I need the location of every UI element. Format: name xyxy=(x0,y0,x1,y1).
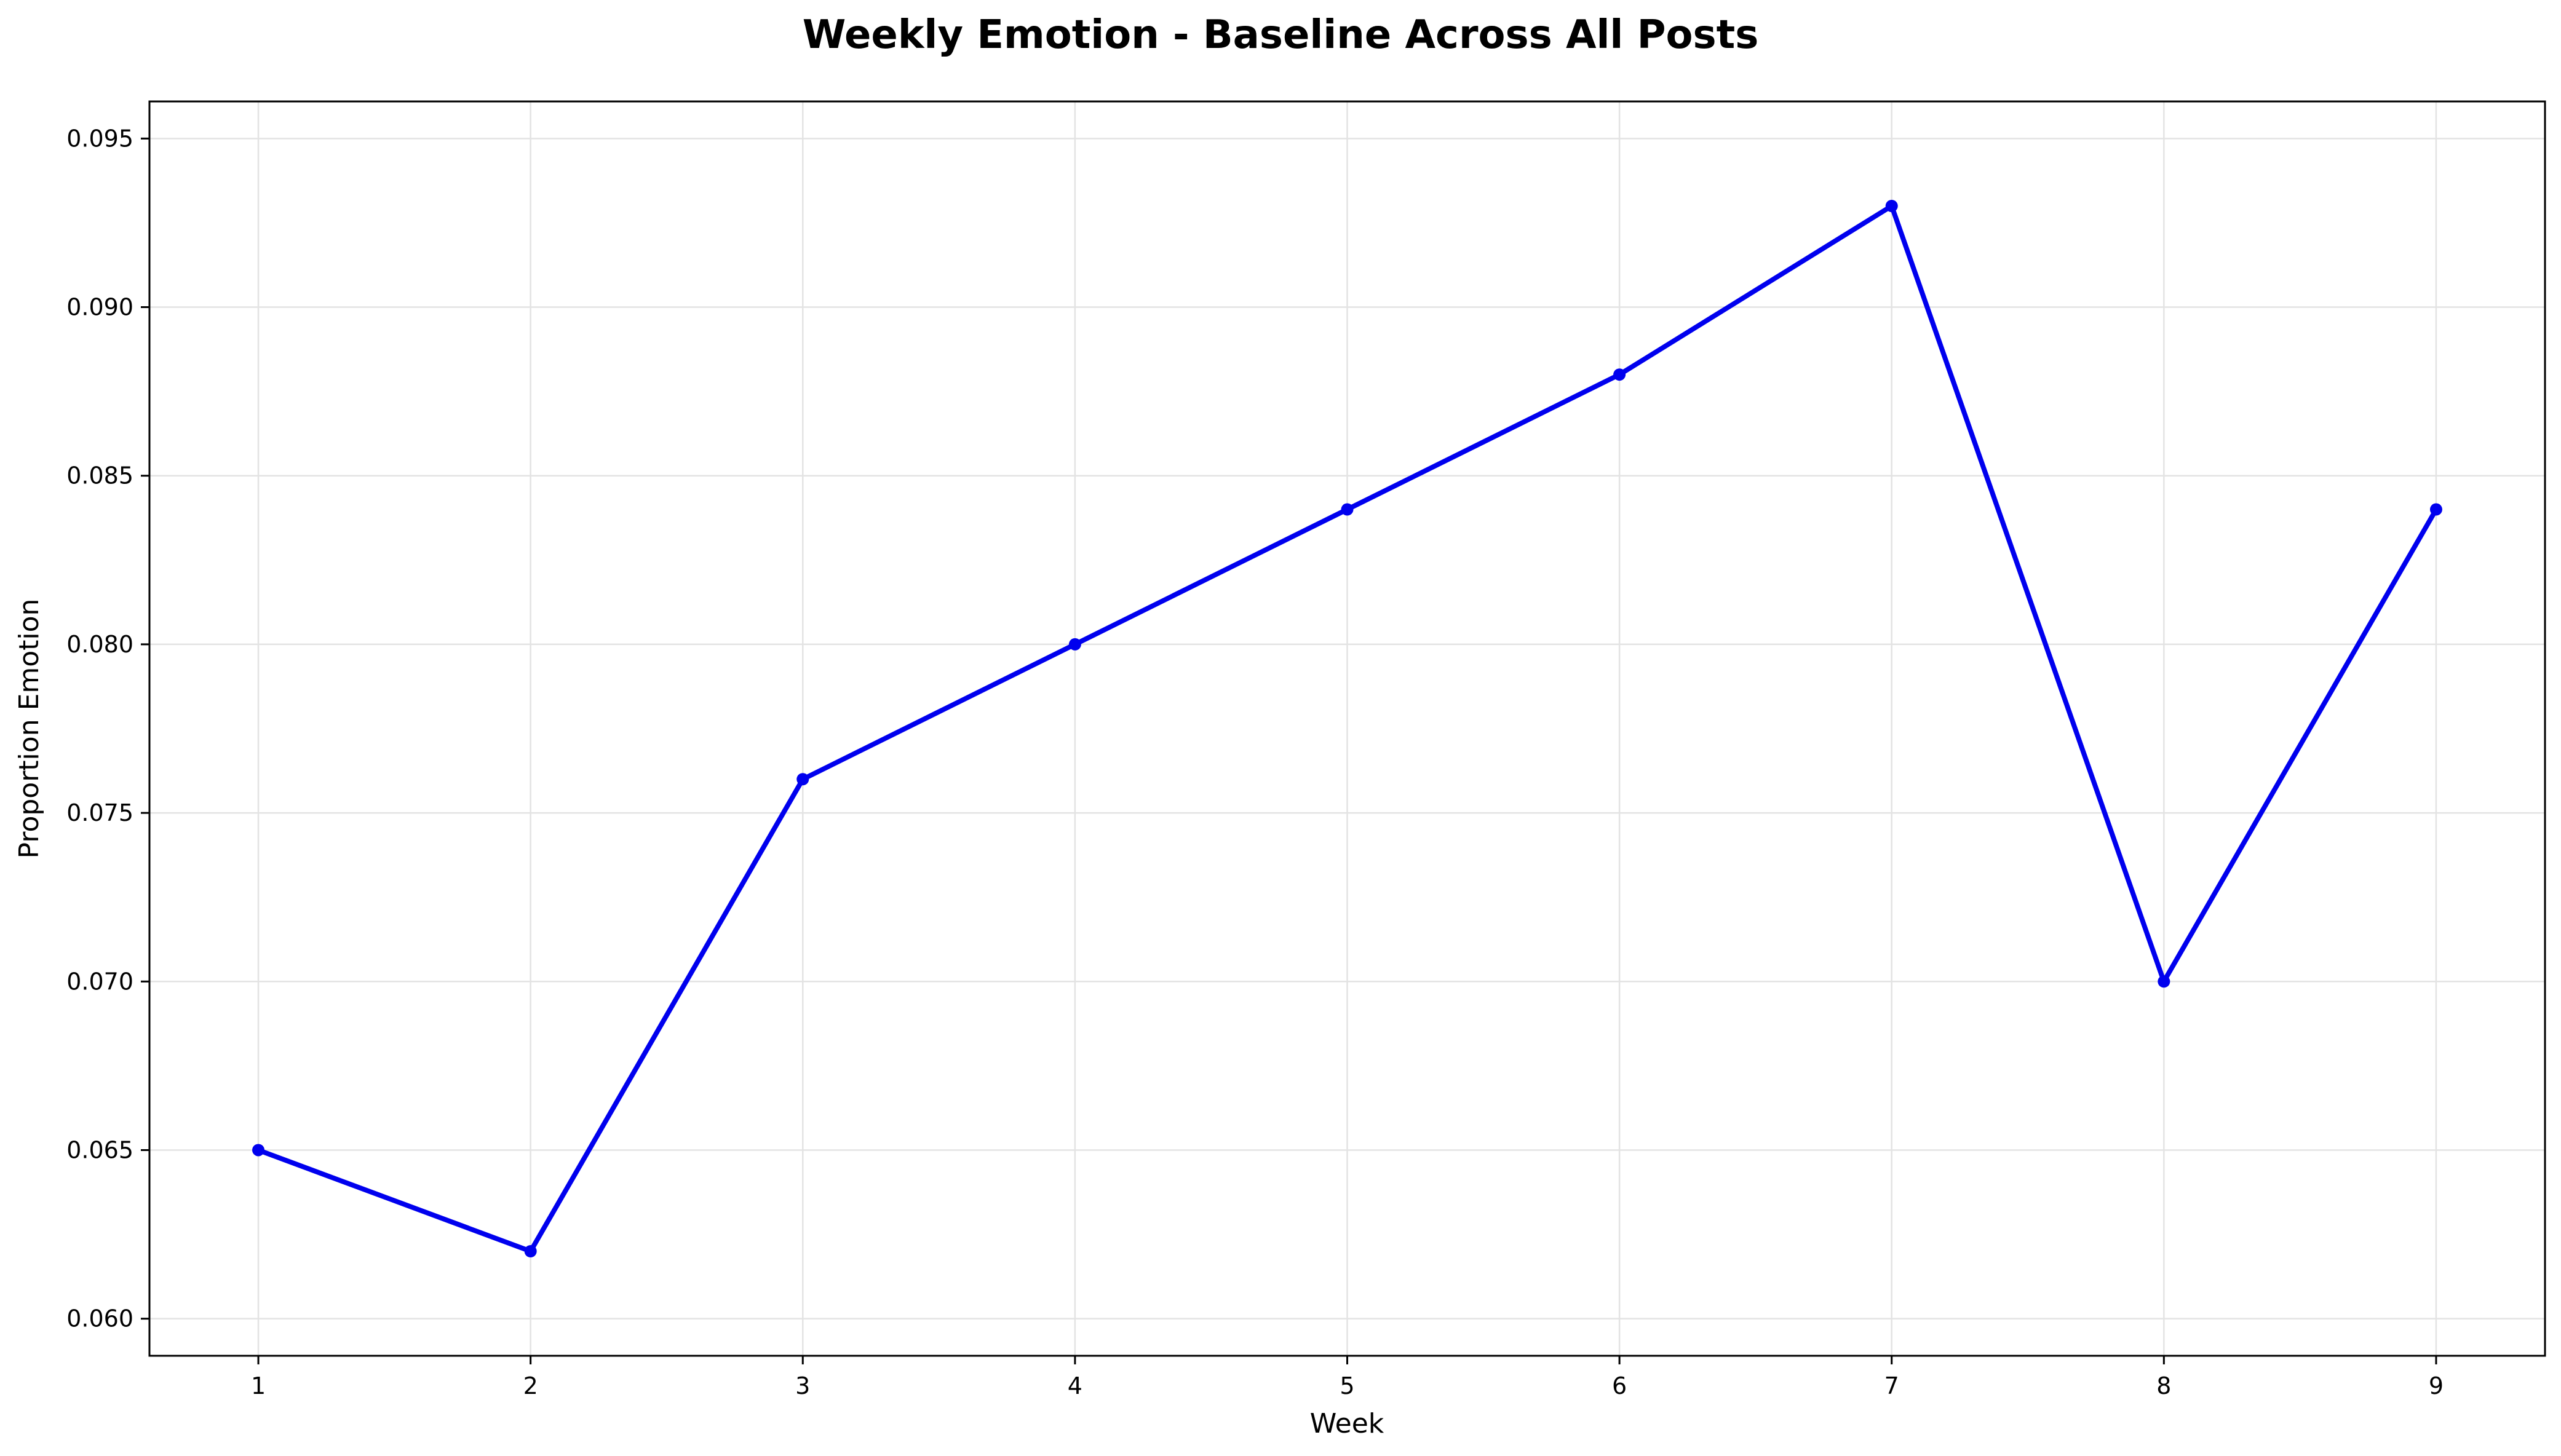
y-tick-label: 0.095 xyxy=(66,125,133,152)
y-tick-label: 0.075 xyxy=(66,799,133,826)
data-point xyxy=(524,1245,537,1257)
x-tick-label: 9 xyxy=(2429,1372,2444,1399)
data-point xyxy=(252,1144,265,1157)
y-tick-label: 0.060 xyxy=(66,1305,133,1332)
y-tick-label: 0.070 xyxy=(66,968,133,995)
y-axis-label: Proportion Emotion xyxy=(14,599,45,859)
x-tick-label: 1 xyxy=(251,1372,266,1399)
y-tick-label: 0.090 xyxy=(66,294,133,321)
tick-marks xyxy=(141,137,2437,1364)
x-tick-label: 2 xyxy=(523,1372,538,1399)
data-point xyxy=(2158,975,2170,988)
x-tick-label: 4 xyxy=(1068,1372,1082,1399)
x-axis-label: Week xyxy=(1310,1408,1384,1439)
x-tick-label: 8 xyxy=(2156,1372,2171,1399)
tick-labels: 1 2 3 4 5 6 7 8 9 0.060 0.065 0.070 0.075 0.080 0.085 0… xyxy=(66,125,2444,1399)
y-tick-label: 0.080 xyxy=(66,631,133,658)
x-tick-label: 6 xyxy=(1612,1372,1627,1399)
data-point xyxy=(1068,638,1081,651)
series-layer xyxy=(252,200,2442,1257)
grid-lines xyxy=(149,101,2545,1356)
data-point xyxy=(796,773,809,786)
x-tick-label: 5 xyxy=(1340,1372,1354,1399)
data-point xyxy=(1613,368,1626,381)
data-point xyxy=(1885,200,1898,212)
data-point xyxy=(2429,503,2442,516)
chart-title: Weekly Emotion - Baseline Across All Pos… xyxy=(803,12,1759,58)
x-tick-label: 7 xyxy=(1884,1372,1899,1399)
y-tick-label: 0.085 xyxy=(66,462,133,489)
data-point xyxy=(1341,503,1354,516)
x-tick-label: 3 xyxy=(795,1372,810,1399)
y-tick-label: 0.065 xyxy=(66,1136,133,1163)
